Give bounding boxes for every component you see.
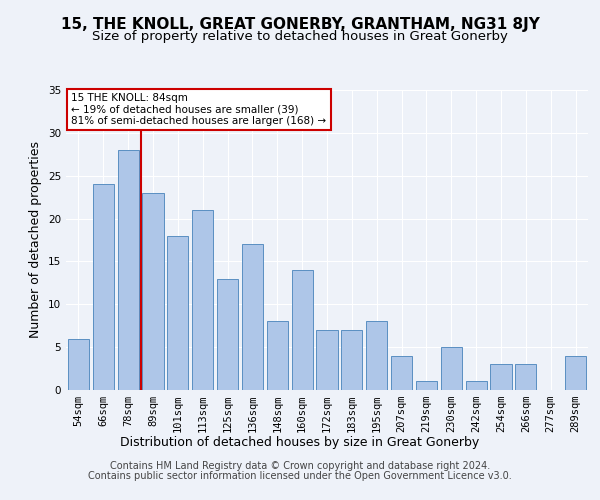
Bar <box>118 150 139 390</box>
Bar <box>341 330 362 390</box>
Bar <box>316 330 338 390</box>
Bar <box>142 193 164 390</box>
Text: Contains HM Land Registry data © Crown copyright and database right 2024.: Contains HM Land Registry data © Crown c… <box>110 461 490 471</box>
Text: 15, THE KNOLL, GREAT GONERBY, GRANTHAM, NG31 8JY: 15, THE KNOLL, GREAT GONERBY, GRANTHAM, … <box>61 18 539 32</box>
Text: Size of property relative to detached houses in Great Gonerby: Size of property relative to detached ho… <box>92 30 508 43</box>
Bar <box>441 347 462 390</box>
Bar <box>68 338 89 390</box>
Bar <box>466 382 487 390</box>
Bar <box>490 364 512 390</box>
Bar <box>217 278 238 390</box>
Text: Distribution of detached houses by size in Great Gonerby: Distribution of detached houses by size … <box>121 436 479 449</box>
Bar <box>242 244 263 390</box>
Bar <box>267 322 288 390</box>
Bar <box>565 356 586 390</box>
Bar <box>391 356 412 390</box>
Text: 15 THE KNOLL: 84sqm
← 19% of detached houses are smaller (39)
81% of semi-detach: 15 THE KNOLL: 84sqm ← 19% of detached ho… <box>71 93 326 126</box>
Y-axis label: Number of detached properties: Number of detached properties <box>29 142 43 338</box>
Bar <box>167 236 188 390</box>
Bar <box>366 322 387 390</box>
Bar <box>416 382 437 390</box>
Bar <box>192 210 213 390</box>
Bar <box>292 270 313 390</box>
Bar <box>93 184 114 390</box>
Bar <box>515 364 536 390</box>
Text: Contains public sector information licensed under the Open Government Licence v3: Contains public sector information licen… <box>88 471 512 481</box>
